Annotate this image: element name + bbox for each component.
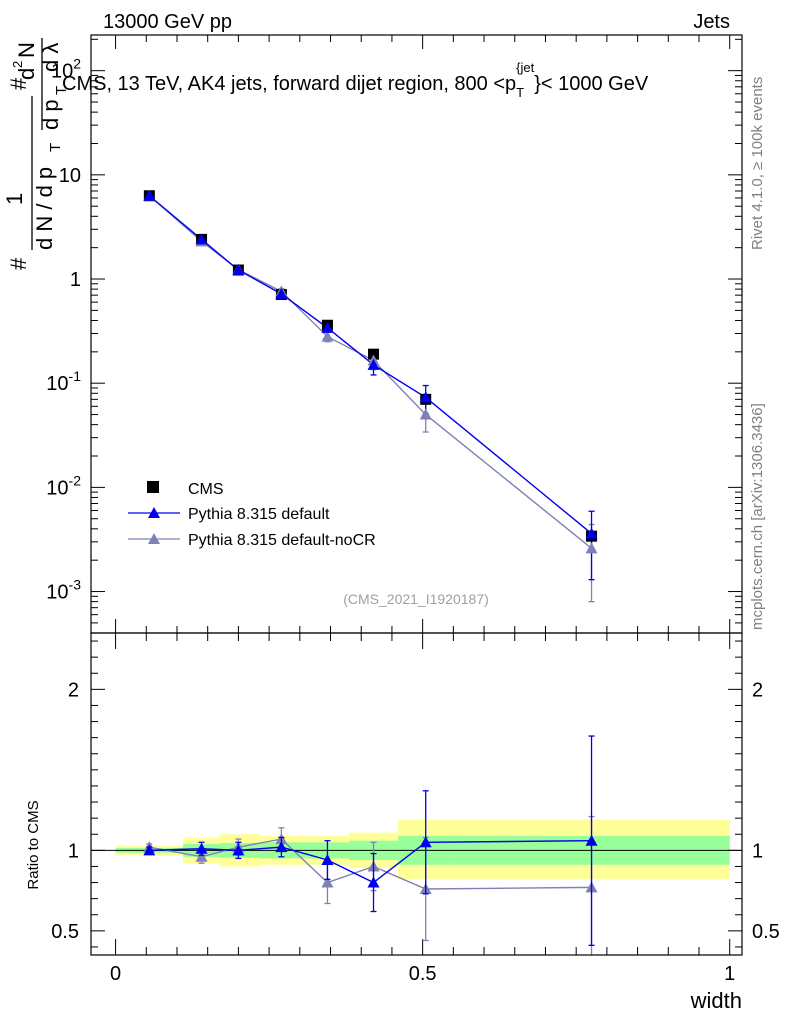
main-ytick-label: 1 — [70, 269, 81, 291]
main-title-sup: {jet — [516, 60, 534, 75]
ratio-plot-panel: 0.5 0.5 1 1 2 2 0 0.5 1 — [51, 632, 780, 985]
main-ticks — [91, 35, 742, 634]
rivet-label: Rivet 4.1.0, ≥ 100k events — [749, 77, 766, 250]
ratio-marker-default — [275, 841, 288, 853]
ylabel-hash-2: # — [6, 77, 31, 90]
main-ytick-label: 10-2 — [46, 472, 81, 499]
ratio-ytick-label-right: 1 — [752, 840, 763, 862]
analysis-watermark: (CMS_2021_I1920187) — [343, 591, 489, 607]
ratio-line-default — [149, 839, 592, 884]
ratio-frame — [90, 632, 743, 956]
legend-marker-default — [148, 507, 160, 518]
main-title-tail: }< 1000 GeV — [534, 73, 649, 95]
legend-label-cms: CMS — [188, 481, 224, 498]
main-marker-cms — [368, 348, 380, 360]
main-marker-default — [419, 391, 432, 403]
main-title-main: CMS, 13 TeV, AK4 jets, forward dijet reg… — [62, 73, 516, 95]
ratio-ytick-label-left: 2 — [68, 679, 79, 701]
ratio-ylabel: Ratio to CMS — [25, 800, 42, 889]
header-jets: Jets — [693, 11, 730, 33]
ratio-ytick-label-left: 1 — [68, 840, 79, 862]
main-ytick-label: 10-3 — [46, 577, 81, 604]
ratio-marker-default — [321, 854, 334, 866]
ylabel-num-d: d — [14, 68, 39, 80]
ratio-ticks — [91, 633, 742, 955]
legend-marker-cms — [147, 481, 159, 493]
legend-label-default: Pythia 8.315 default — [188, 506, 330, 523]
main-marker-default — [232, 264, 245, 276]
legend-label-nocr: Pythia 8.315 default-noCR — [188, 532, 376, 549]
header-energy: 13000 GeV pp — [103, 11, 232, 33]
ratio-marker-default — [143, 844, 156, 856]
main-marker-default — [321, 321, 334, 333]
ratio-marker-nocr — [195, 850, 208, 862]
ratio-ytick-label-right: 0.5 — [752, 921, 780, 943]
main-marker-nocr — [419, 408, 432, 420]
ylabel-hash-1: # — [6, 257, 31, 270]
ratio-series — [143, 735, 598, 955]
ratio-marker-default — [585, 834, 598, 846]
ratio-ytick-label-left: 0.5 — [51, 921, 79, 943]
ratio-ytick-label-right: 2 — [752, 679, 763, 701]
ratio-xtick-label: 0.5 — [409, 963, 437, 985]
ratio-xtick-label: 1 — [724, 963, 735, 985]
ratio-xtick-label: 0 — [110, 963, 121, 985]
main-ylabel: # 1 d N / d p T # d 2 N d p T d λ — [2, 38, 70, 270]
main-ytick-label: 10 — [59, 165, 81, 187]
ratio-tick-labels: 0.5 0.5 1 1 2 2 0 0.5 1 — [51, 679, 780, 985]
main-line-nocr — [148, 195, 592, 549]
main-marker-default — [585, 527, 598, 539]
main-marker-nocr — [585, 542, 598, 554]
main-tick-labels: 102 10 1 10-1 10-2 10-3 — [46, 56, 81, 604]
main-marker-default — [195, 233, 208, 245]
main-series — [143, 189, 598, 603]
ylabel-den: d N / d p — [32, 167, 57, 250]
main-title-sub: T — [516, 85, 524, 100]
main-marker-default — [367, 358, 380, 370]
main-ytick-label: 10-1 — [46, 368, 81, 395]
ratio-marker-nocr — [321, 876, 334, 888]
ylabel-den2-lambda: d λ — [38, 43, 63, 72]
ratio-marker-default — [419, 836, 432, 848]
legend-marker-nocr — [148, 533, 160, 544]
main-title: CMS, 13 TeV, AK4 jets, forward dijet reg… — [62, 60, 649, 100]
ylabel-num-N: N — [14, 42, 39, 58]
ylabel-one: 1 — [2, 193, 27, 205]
main-plot-panel: 102 10 1 10-1 10-2 10-3 CMS, 13 TeV, AK4 jets… — [46, 34, 743, 634]
main-ytick-label: 102 — [51, 56, 81, 83]
mcplots-label: mcplots.cern.ch [arXiv:1306.3436] — [749, 403, 766, 630]
main-marker-nocr — [321, 330, 334, 342]
ylabel-den2: d p — [38, 99, 63, 130]
main-marker-default — [143, 189, 156, 201]
ratio-marker-default — [367, 876, 380, 888]
ratio-marker-default — [232, 844, 245, 856]
ylabel-num-2: 2 — [10, 61, 25, 68]
ratio-line-nocr — [149, 838, 592, 890]
ylabel-den2-sub: T — [53, 86, 70, 95]
ylabel-den-sub: T — [47, 143, 64, 152]
main-marker-default — [275, 287, 288, 299]
main-line-default — [148, 195, 592, 535]
legend: CMS Pythia 8.315 default Pythia 8.315 de… — [128, 481, 376, 549]
ratio-marker-default — [195, 842, 208, 854]
xlabel: width — [690, 988, 742, 1013]
